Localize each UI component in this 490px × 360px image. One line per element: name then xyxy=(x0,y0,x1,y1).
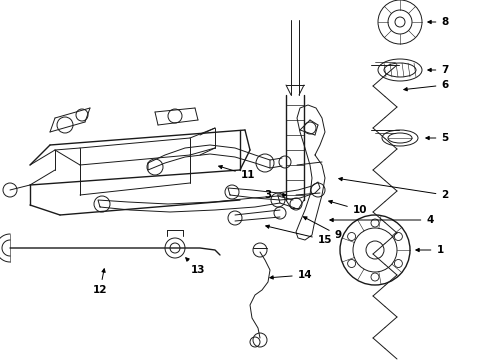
Text: 3: 3 xyxy=(265,190,286,200)
Text: 14: 14 xyxy=(270,270,312,280)
Text: 11: 11 xyxy=(219,166,255,180)
Text: 15: 15 xyxy=(266,225,332,245)
Text: 7: 7 xyxy=(428,65,449,75)
Text: 13: 13 xyxy=(186,258,205,275)
Text: 8: 8 xyxy=(428,17,449,27)
Text: 9: 9 xyxy=(303,217,342,240)
Text: 2: 2 xyxy=(339,177,449,200)
Text: 6: 6 xyxy=(404,80,449,91)
Text: 10: 10 xyxy=(329,201,367,215)
Text: 12: 12 xyxy=(93,269,107,295)
Text: 4: 4 xyxy=(330,215,434,225)
Text: 1: 1 xyxy=(416,245,443,255)
Text: 5: 5 xyxy=(426,133,449,143)
